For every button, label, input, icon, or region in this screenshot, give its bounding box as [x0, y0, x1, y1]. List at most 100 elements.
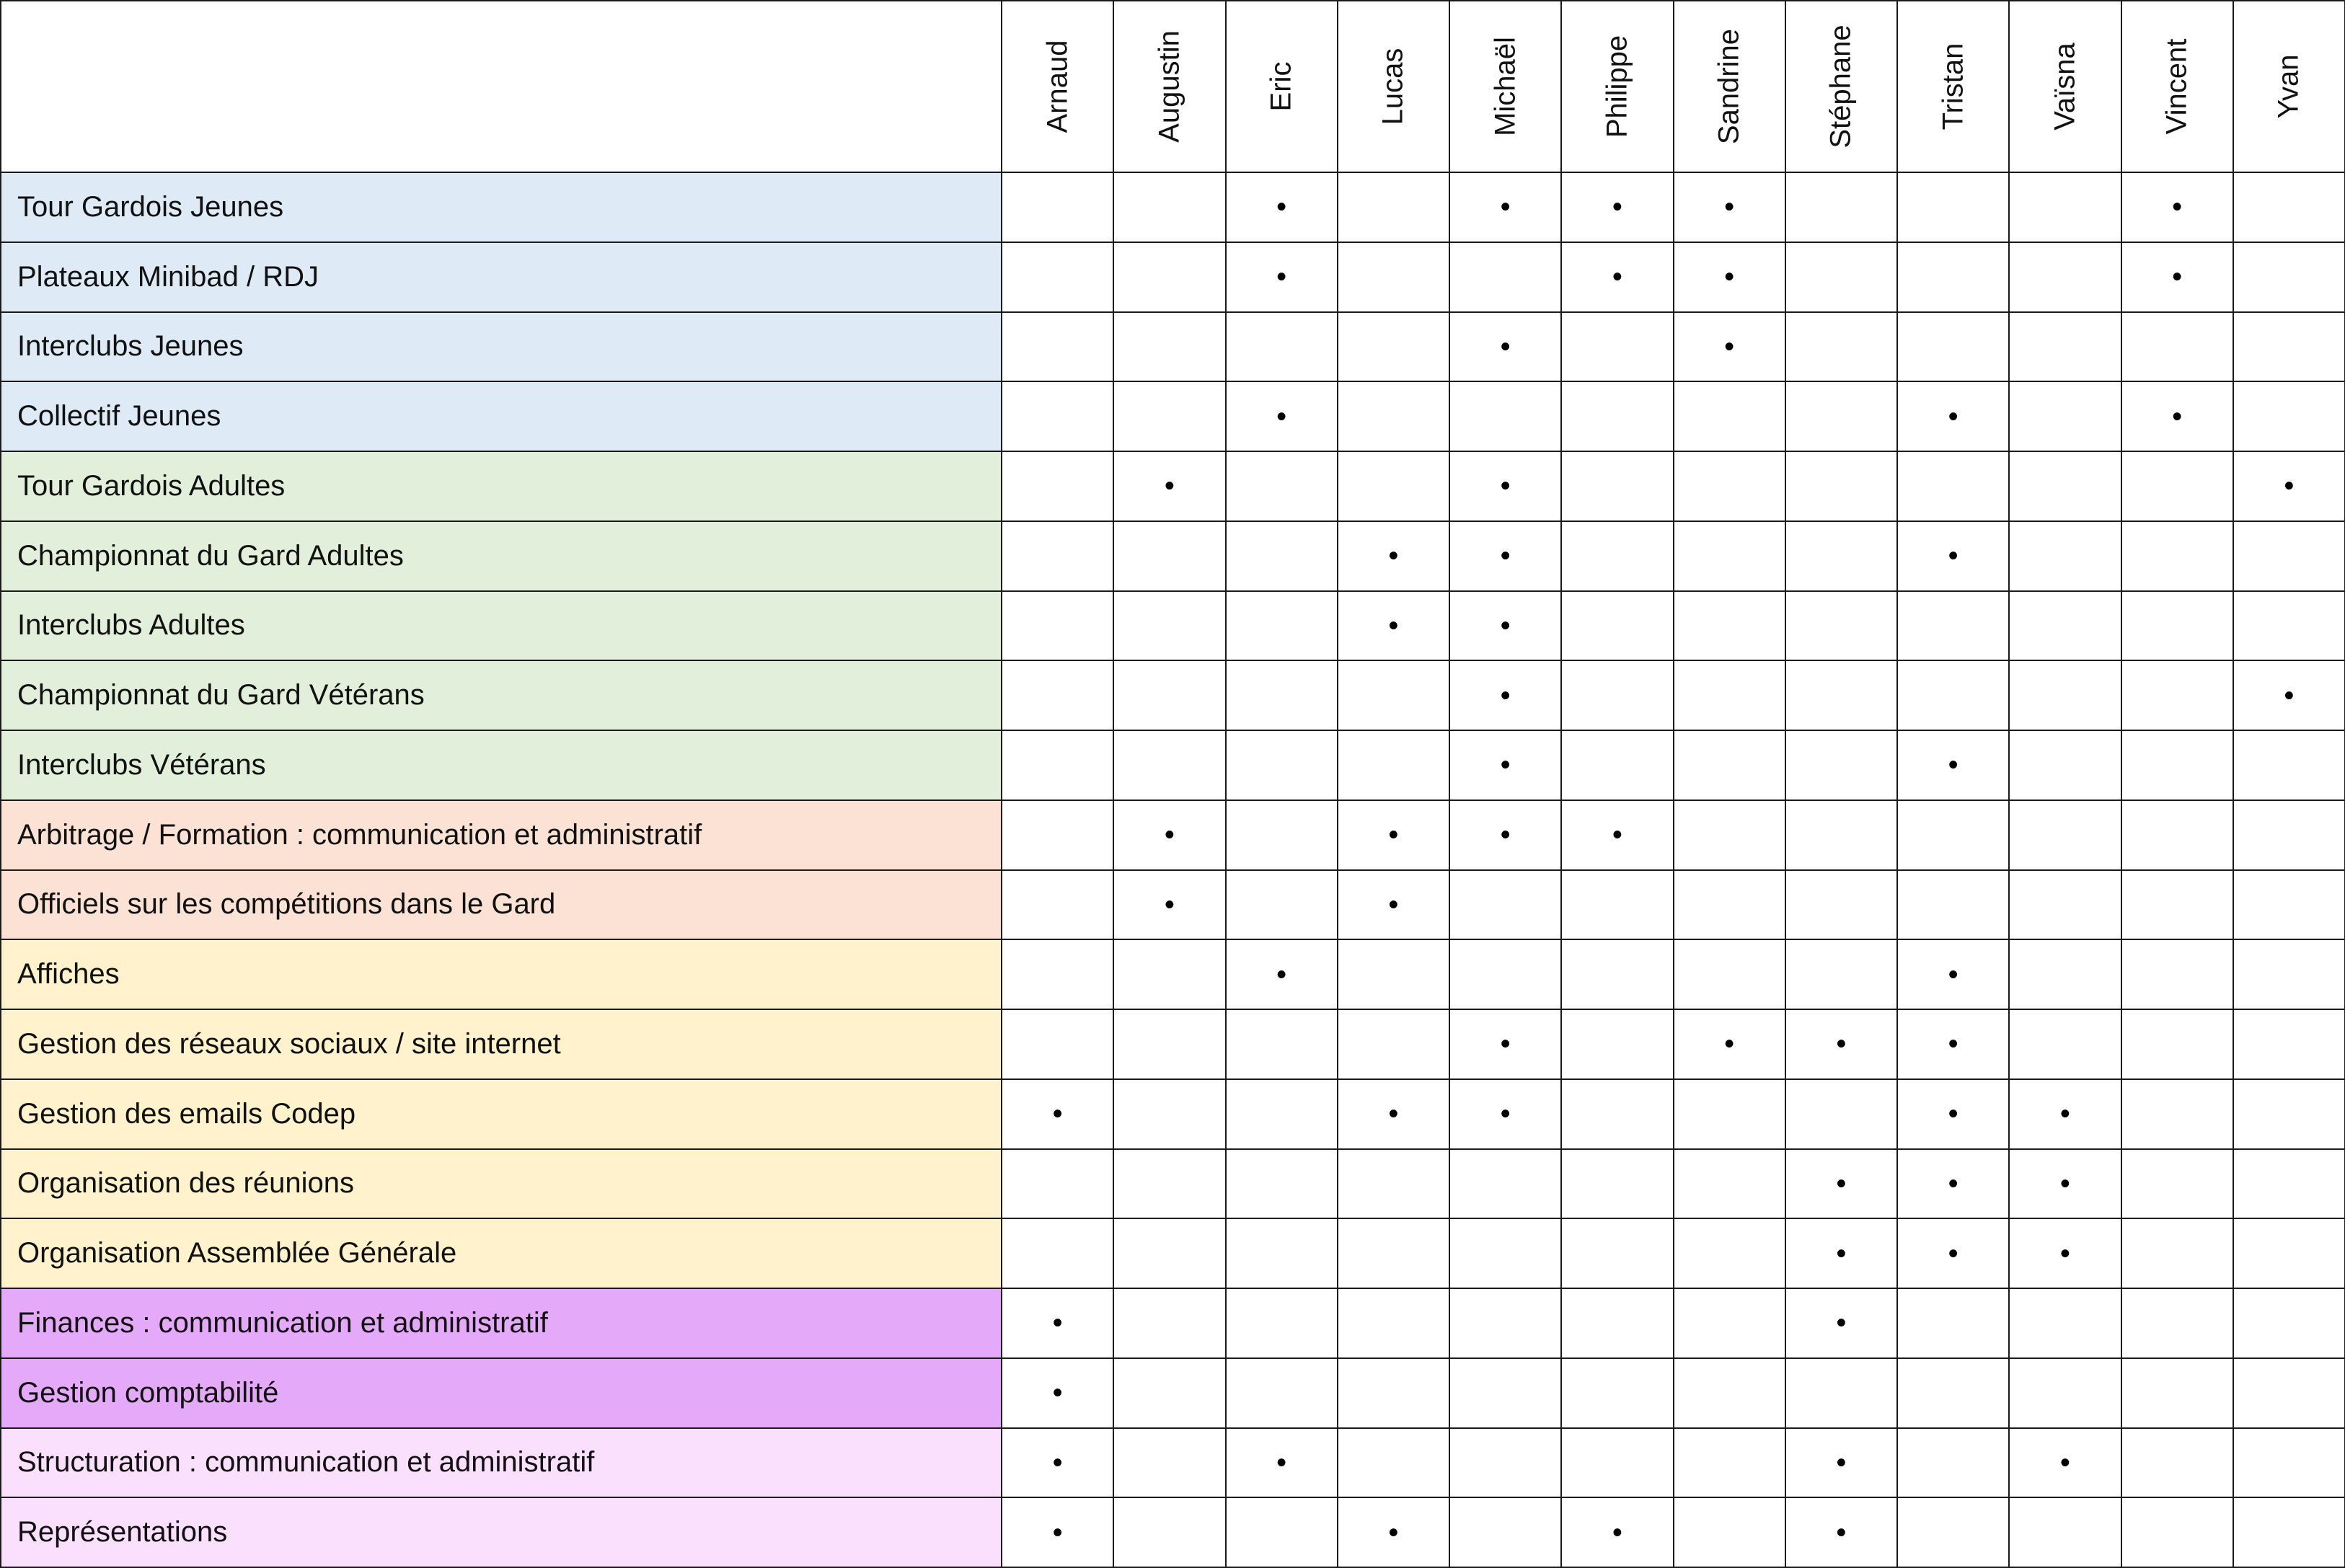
empty-cell — [1672, 520, 1786, 592]
task-label: Affiches — [0, 939, 1002, 1010]
empty-cell — [2008, 730, 2122, 801]
empty-cell — [1224, 660, 1338, 731]
empty-cell — [1784, 451, 1899, 522]
table-row: Officiels sur les compétitions dans le G… — [0, 869, 2345, 941]
empty-cell — [2232, 1148, 2345, 1220]
empty-cell — [1672, 730, 1786, 801]
empty-cell — [1224, 1148, 1338, 1220]
table-row: Interclubs Adultes • • — [0, 590, 2345, 662]
empty-cell — [1000, 241, 1115, 313]
empty-cell — [1000, 1009, 1115, 1080]
column-header-sandrine: Sandrine — [1672, 0, 1786, 173]
assignment-dot: • — [1448, 311, 1563, 383]
task-label: Gestion des emails Codep — [0, 1078, 1002, 1150]
empty-cell — [1113, 1357, 1227, 1429]
empty-cell — [1224, 730, 1338, 801]
empty-cell — [1224, 1497, 1338, 1568]
empty-cell — [1336, 939, 1451, 1010]
table-row: Représentations • • • • — [0, 1497, 2345, 1568]
empty-cell — [2232, 520, 2345, 592]
assignment-dot: • — [2120, 172, 2234, 243]
assignment-dot: • — [1448, 590, 1563, 662]
empty-cell — [1672, 381, 1786, 452]
empty-cell — [1336, 1357, 1451, 1429]
empty-cell — [2008, 381, 2122, 452]
assignment-dot: • — [1448, 451, 1563, 522]
assignment-dot: • — [1896, 730, 2010, 801]
empty-cell — [2120, 1078, 2234, 1150]
assignment-dot: • — [2008, 1427, 2122, 1499]
empty-cell — [2008, 799, 2122, 871]
person-name: Philippe — [1601, 35, 1633, 138]
task-label: Championnat du Gard Vétérans — [0, 660, 1002, 731]
task-label: Structuration : communication et adminis… — [0, 1427, 1002, 1499]
empty-cell — [2008, 241, 2122, 313]
empty-cell — [1672, 1288, 1786, 1359]
empty-cell — [1448, 1288, 1563, 1359]
empty-cell — [1784, 660, 1899, 731]
assignment-dot: • — [2232, 660, 2345, 731]
empty-cell — [1896, 799, 2010, 871]
assignment-dot: • — [1224, 241, 1338, 313]
empty-cell — [1896, 451, 2010, 522]
assignment-dot: • — [1784, 1148, 1899, 1220]
empty-cell — [1224, 1009, 1338, 1080]
empty-cell — [1448, 241, 1563, 313]
empty-cell — [1113, 520, 1227, 592]
empty-cell — [1448, 1218, 1563, 1289]
empty-cell — [1896, 590, 2010, 662]
table-row: Interclubs Vétérans • • — [0, 730, 2345, 801]
assignment-dot: • — [1224, 1427, 1338, 1499]
assignment-dot: • — [1560, 172, 1674, 243]
empty-cell — [1113, 590, 1227, 662]
empty-cell — [1336, 172, 1451, 243]
empty-cell — [1896, 1357, 2010, 1429]
empty-cell — [1224, 311, 1338, 383]
empty-cell — [1000, 451, 1115, 522]
task-label: Arbitrage / Formation : communication et… — [0, 799, 1002, 871]
empty-cell — [1113, 1218, 1227, 1289]
empty-cell — [2120, 730, 2234, 801]
table-row: Gestion des réseaux sociaux / site inter… — [0, 1009, 2345, 1080]
empty-cell — [1560, 1427, 1674, 1499]
empty-cell — [2232, 1497, 2345, 1568]
empty-cell — [1560, 939, 1674, 1010]
empty-cell — [2232, 241, 2345, 313]
empty-cell — [1336, 1288, 1451, 1359]
empty-cell — [1784, 241, 1899, 313]
empty-cell — [1224, 590, 1338, 662]
empty-cell — [2120, 1148, 2234, 1220]
empty-cell — [1000, 660, 1115, 731]
empty-cell — [2008, 1009, 2122, 1080]
empty-cell — [1113, 1288, 1227, 1359]
empty-cell — [1000, 730, 1115, 801]
empty-cell — [2232, 1427, 2345, 1499]
empty-cell — [2232, 590, 2345, 662]
empty-cell — [1560, 1218, 1674, 1289]
empty-cell — [1000, 520, 1115, 592]
assignment-dot: • — [1896, 1218, 2010, 1289]
empty-cell — [1448, 1427, 1563, 1499]
assignment-dot: • — [1224, 381, 1338, 452]
table-row: Affiches • • — [0, 939, 2345, 1010]
empty-cell — [2232, 1357, 2345, 1429]
empty-cell — [1560, 520, 1674, 592]
empty-cell — [1224, 451, 1338, 522]
empty-cell — [2008, 520, 2122, 592]
empty-cell — [1113, 939, 1227, 1010]
column-header-vaisna: Vaïsna — [2008, 0, 2122, 173]
assignment-dot: • — [1560, 799, 1674, 871]
empty-cell — [2120, 869, 2234, 941]
person-name: Yvan — [2272, 54, 2305, 119]
empty-cell — [2008, 660, 2122, 731]
assignment-dot: • — [1784, 1218, 1899, 1289]
empty-cell — [2232, 311, 2345, 383]
empty-cell — [1672, 1148, 1786, 1220]
empty-cell — [1336, 730, 1451, 801]
table-row: Championnat du Gard Adultes • • • — [0, 520, 2345, 592]
table-row: Plateaux Minibad / RDJ • • • • — [0, 241, 2345, 313]
task-label: Organisation Assemblée Générale — [0, 1218, 1002, 1289]
empty-cell — [1224, 869, 1338, 941]
empty-cell — [2008, 172, 2122, 243]
